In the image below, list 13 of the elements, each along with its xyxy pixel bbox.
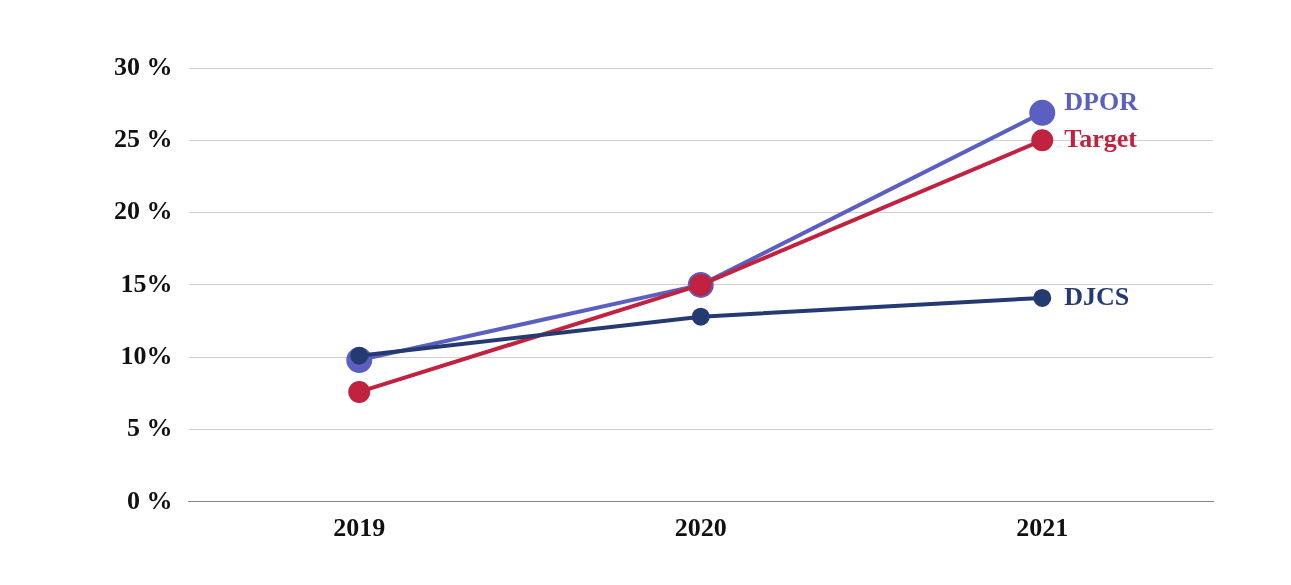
y-tick-label: 25 %: [114, 124, 173, 154]
y-tick-label: 5 %: [127, 413, 173, 443]
y-tick-label: 30 %: [114, 51, 173, 81]
y-tick-label: 0 %: [127, 485, 173, 515]
x-tick-label: 2019: [333, 513, 386, 543]
series-label: DJCS: [1064, 281, 1130, 311]
x-tick-label: 2020: [674, 513, 727, 543]
series-label: Target: [1064, 124, 1138, 154]
series-label: DPOR: [1064, 86, 1139, 116]
y-tick-label: 15%: [120, 268, 173, 298]
x-tick-label: 2021: [1016, 513, 1069, 543]
y-tick-label: 20 %: [114, 196, 173, 226]
y-tick-label: 10%: [120, 340, 173, 370]
